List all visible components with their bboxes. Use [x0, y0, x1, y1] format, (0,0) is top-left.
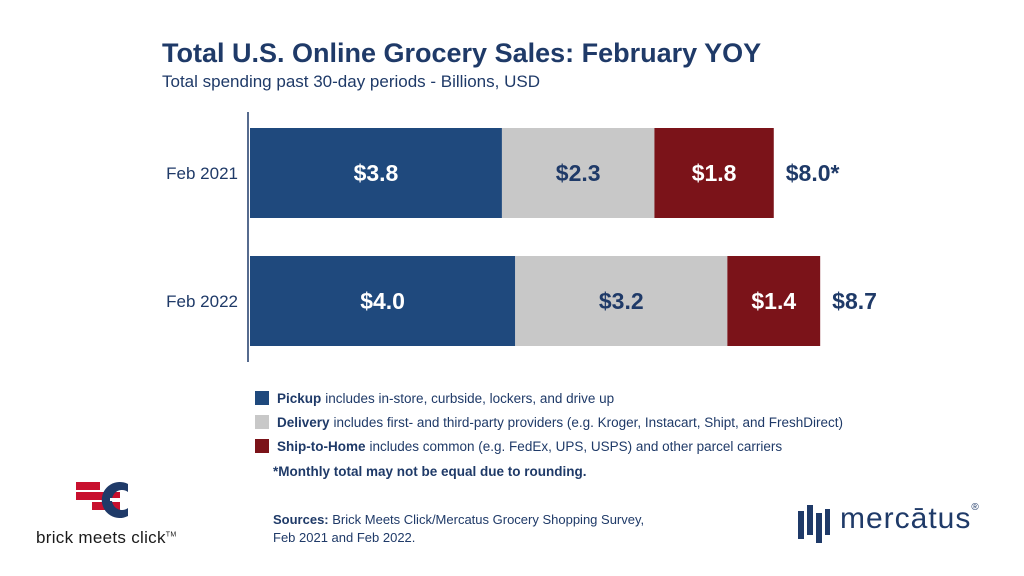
legend-text-pickup: includes in-store, curbside, lockers, an… [325, 390, 615, 406]
legend-item-pickup: Pickup includes in-store, curbside, lock… [255, 386, 843, 410]
total-label: $8.7 [832, 288, 877, 314]
rounding-note: *Monthly total may not be equal due to r… [273, 464, 587, 479]
category-label: Feb 2021 [166, 164, 238, 183]
sources-line-2: Feb 2021 and Feb 2022. [273, 530, 416, 545]
legend-text-ship-to-home: includes common (e.g. FedEx, UPS, USPS) … [369, 438, 783, 454]
data-label: $3.8 [354, 160, 399, 186]
sources-label: Sources: [273, 512, 329, 527]
category-label: Feb 2022 [166, 292, 238, 311]
bar-segment-delivery [501, 128, 655, 218]
legend-item-ship-to-home: Ship-to-Home includes common (e.g. FedEx… [255, 434, 843, 458]
data-label: $2.3 [556, 160, 601, 186]
legend-swatch-delivery [255, 415, 269, 429]
data-label: $1.8 [692, 160, 737, 186]
sources-line-1: Brick Meets Click/Mercatus Grocery Shopp… [332, 512, 645, 527]
legend-text-delivery: includes first- and third-party provider… [333, 414, 844, 430]
bar-segment-ship-to-home [654, 128, 774, 218]
bar-segment-delivery [515, 256, 728, 346]
trademark-mark: TM [165, 531, 177, 539]
brick-meets-click-text: brick meets click [36, 528, 166, 547]
data-label: $1.4 [751, 288, 796, 314]
legend-swatch-pickup [255, 391, 269, 405]
legend: Pickup includes in-store, curbside, lock… [255, 386, 843, 458]
legend-label-pickup: Pickup [277, 390, 322, 406]
legend-label-ship-to-home: Ship-to-Home [277, 438, 366, 454]
mercatus-text: mercātus [840, 502, 972, 535]
chart-subtitle: Total spending past 30-day periods - Bil… [162, 72, 540, 91]
chart-title: Total U.S. Online Grocery Sales: Februar… [162, 38, 762, 68]
bar-segment-ship-to-home [727, 256, 821, 346]
total-label: $8.0* [786, 160, 840, 186]
data-label: $3.2 [599, 288, 644, 314]
brick-meets-click-logo-icon [76, 482, 128, 518]
data-label: $4.0 [360, 288, 405, 314]
registered-mark: ® [971, 502, 980, 513]
sources: Sources: Brick Meets Click/Mercatus Groc… [273, 511, 644, 547]
legend-item-delivery: Delivery includes first- and third-party… [255, 410, 843, 434]
bar-segment-pickup [250, 128, 502, 218]
bar-segment-pickup [250, 256, 516, 346]
legend-swatch-ship-to-home [255, 439, 269, 453]
mercatus-logo-icon [798, 505, 830, 543]
brick-meets-click-wordmark: brick meets clickTM [36, 528, 177, 548]
legend-label-delivery: Delivery [277, 414, 330, 430]
mercatus-wordmark: mercātus® [840, 502, 980, 536]
